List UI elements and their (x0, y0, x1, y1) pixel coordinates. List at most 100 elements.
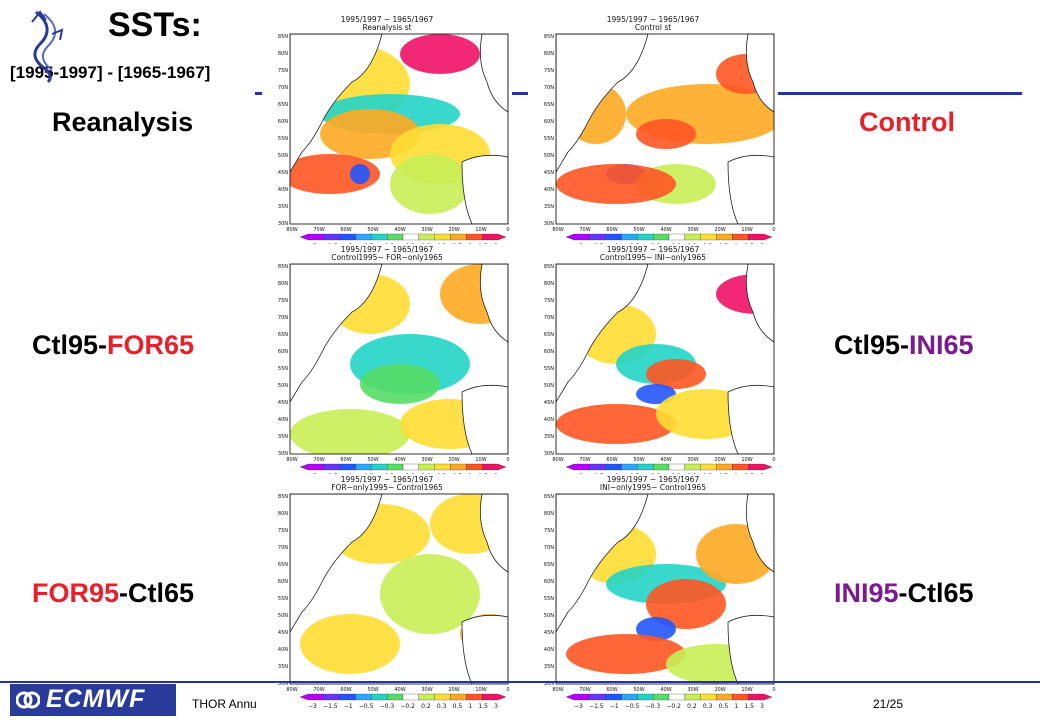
lat-tick-label: 75N (544, 528, 554, 534)
lon-tick-label: 80W (286, 687, 297, 692)
lat-tick-label: 55N (278, 136, 288, 142)
colorbar-swatch (466, 233, 483, 241)
colorbar-swatch (716, 693, 733, 701)
colorbar-tick-label: −3 (308, 703, 317, 710)
lon-tick-label: 40W (660, 227, 671, 232)
colorbar-swatch (402, 693, 419, 701)
colorbar-tick-label: −0.3 (379, 703, 395, 710)
colorbar-swatch (732, 693, 749, 701)
colorbar-tick-label: −0.5 (624, 703, 640, 710)
map-panel-control: 1995/1997 − 1965/1967 Control st 85N 80N 75N… (528, 14, 778, 250)
lat-tick-label: 45N (544, 400, 554, 406)
colorbar-swatch (589, 463, 606, 471)
lat-tick-label: 30N (278, 451, 288, 457)
colorbar-swatch (605, 693, 622, 701)
lon-tick-label: 0 (506, 457, 509, 462)
colorbar-tick-label: 1 (468, 703, 473, 710)
lat-tick-label: 70N (544, 315, 554, 321)
sst-anomaly-region (636, 119, 696, 149)
label-control: Control (859, 107, 955, 137)
colorbar-swatch (482, 693, 507, 701)
lat-tick-label: 70N (278, 315, 288, 321)
colorbar-swatch (434, 233, 451, 241)
lat-tick-label: 60N (544, 349, 554, 355)
map-panel-ctl95-for65: 1995/1997 − 1965/1967 Control1995− FOR−on… (262, 244, 512, 480)
sst-anomaly-region (636, 617, 676, 641)
lat-tick-label: 35N (278, 664, 288, 670)
lat-tick-label: 80N (278, 511, 288, 517)
sst-anomaly-region (290, 154, 380, 194)
colorbar-tick-label: −1 (609, 703, 619, 710)
colorbar-swatch (748, 463, 773, 471)
colorbar-swatch (748, 693, 773, 701)
colorbar-tick-label: −0.2 (400, 703, 415, 710)
lat-tick-label: 60N (278, 119, 288, 125)
panel-title-line2: Control st (634, 23, 672, 32)
colorbar-swatch (482, 463, 507, 471)
colorbar-swatch (700, 693, 717, 701)
colorbar-swatch (355, 233, 372, 241)
colorbar-swatch (589, 233, 606, 241)
footer-text: THOR Annu (192, 697, 257, 711)
label-part: Ctl95- (32, 330, 108, 360)
colorbar-swatch (466, 463, 483, 471)
colorbar-tick-label: −1 (343, 703, 353, 710)
colorbar-swatch (565, 233, 590, 241)
lat-tick-label: 30N (278, 681, 288, 687)
sst-anomaly-region (566, 634, 686, 674)
panel-title-line2: FOR−only1995− Control1965 (331, 483, 443, 492)
land-outline (290, 34, 508, 224)
colorbar-tick-label: 1 (734, 703, 739, 710)
lat-tick-label: 50N (278, 383, 288, 389)
colorbar-swatch (299, 693, 324, 701)
lat-tick-label: 80N (544, 511, 554, 517)
sst-anomaly-region (300, 614, 400, 674)
lat-tick-label: 50N (544, 613, 554, 619)
colorbar-tick-label: 0.3 (702, 703, 713, 710)
colorbar-swatch (450, 693, 467, 701)
lat-tick-label: 60N (544, 119, 554, 125)
colorbar-swatch (323, 233, 340, 241)
slide-subtitle: [1995-1997] - [1965-1967] (10, 63, 211, 82)
lon-tick-label: 70W (313, 687, 324, 692)
lat-tick-label: 70N (544, 85, 554, 91)
lon-tick-label: 50W (633, 687, 644, 692)
map-panel-ctl95-ini65: 1995/1997 − 1965/1967 Control1995− INI−on… (528, 244, 778, 480)
slide-title: SSTs: (108, 6, 202, 44)
lon-tick-label: 20W (714, 457, 725, 462)
lat-tick-label: 65N (544, 102, 554, 108)
panel-title-line1: 1995/1997 − 1965/1967 (606, 15, 700, 24)
colorbar-swatch (637, 233, 654, 241)
colorbar-swatch (355, 463, 372, 471)
colorbar-tick-label: 1.5 (744, 703, 754, 710)
lon-tick-label: 10W (475, 687, 486, 692)
land-outline (556, 264, 774, 454)
lat-tick-label: 45N (278, 170, 288, 176)
colorbar-swatch (637, 693, 654, 701)
lon-tick-label: 80W (552, 457, 563, 462)
colorbar (565, 233, 773, 241)
lon-tick-label: 10W (741, 457, 752, 462)
label-part: INI65 (909, 330, 974, 360)
colorbar-swatch (418, 233, 435, 241)
label-part: Ctl95- (834, 330, 910, 360)
colorbar-swatch (450, 463, 467, 471)
sst-anomaly-region (380, 554, 480, 634)
colorbar-swatch (605, 233, 622, 241)
lon-tick-label: 80W (552, 227, 563, 232)
lat-tick-label: 70N (544, 545, 554, 551)
label-reanalysis: Reanalysis (52, 107, 194, 137)
sst-anomaly-region (646, 359, 706, 389)
map-panel-reanalysis: 1995/1997 − 1965/1967 Reanalysis st 85N 80N… (262, 14, 512, 250)
lat-tick-label: 35N (544, 664, 554, 670)
lat-tick-label: 65N (544, 332, 554, 338)
lat-tick-label: 85N (544, 264, 554, 270)
label-part: -Ctl65 (119, 578, 195, 608)
colorbar-swatch (716, 233, 733, 241)
lon-tick-label: 0 (772, 687, 775, 692)
lat-tick-label: 55N (544, 596, 554, 602)
panel-title-line1: 1995/1997 − 1965/1967 (340, 15, 434, 24)
lon-tick-label: 70W (579, 227, 590, 232)
